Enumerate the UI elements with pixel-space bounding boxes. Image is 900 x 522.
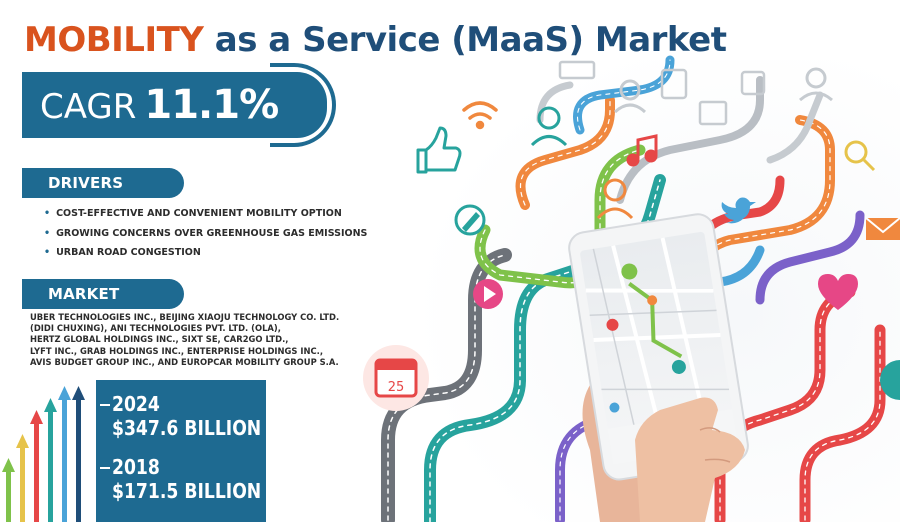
- pencil-icon: [454, 204, 486, 236]
- drivers-header: DRIVERS: [22, 168, 184, 198]
- players-line: UBER TECHNOLOGIES INC., BEIJING XIAOJU T…: [30, 312, 340, 322]
- players-line: AVIS BUDGET GROUP INC., AND EUROPCAR MOB…: [30, 356, 339, 367]
- cagr-text: CAGR 11.1%: [40, 72, 279, 138]
- players-line: HERTZ GLOBAL HOLDINGS INC., SIXT SE, CAR…: [30, 334, 289, 345]
- mail-icon: [865, 217, 900, 240]
- drivers-heading: DRIVERS: [48, 174, 124, 192]
- market-players-heading: MARKET PLAYERS: [48, 285, 124, 333]
- drivers-header-cap: [156, 168, 184, 198]
- thumbs-up-icon: [416, 126, 462, 174]
- stats-panel: 2024 $347.6 BILLION 2018 $171.5 BILLION: [96, 380, 266, 522]
- cagr-ring: [270, 63, 336, 147]
- road-gray-left: [381, 248, 512, 522]
- bullet-icon: •: [44, 247, 51, 258]
- calendar-icon: 25: [363, 345, 429, 411]
- players-line: (DIDI CHUXING), ANI TECHNOLOGIES PVT. LT…: [30, 323, 281, 334]
- drivers-list: • COST-EFFECTIVE AND CONVENIENT MOBILITY …: [44, 204, 367, 263]
- bubble-icon: [880, 360, 900, 400]
- calculator-icon: [558, 60, 766, 126]
- twitter-bird-icon: [721, 197, 756, 224]
- list-item: • COST-EFFECTIVE AND CONVENIENT MOBILITY …: [44, 204, 367, 224]
- bullet-icon: •: [44, 227, 51, 239]
- cagr-banner: [22, 72, 297, 138]
- page-title: MOBILITY as a Service (MaaS) Market: [24, 18, 727, 62]
- user-icon: [613, 67, 833, 114]
- music-note-icon: [626, 134, 658, 167]
- stat-marker: [100, 467, 110, 469]
- stat-value-2024: $347.6 BILLION: [112, 416, 262, 440]
- calendar-day: 25: [388, 380, 405, 395]
- list-item: • URBAN ROAD CONGESTION: [44, 243, 367, 263]
- list-item: • GROWING CONCERNS OVER GREENHOUSE GAS EM…: [44, 224, 367, 244]
- players-line: LYFT INC., GRAB HOLDINGS INC., ENTERPRIS…: [30, 345, 323, 356]
- user-icon: [596, 178, 634, 220]
- growth-arrows-icon: [2, 386, 85, 522]
- title-highlight: MOBILITY: [24, 20, 204, 60]
- bullet-icon: •: [44, 208, 51, 219]
- heart-icon: [818, 274, 858, 310]
- driver-text: URBAN ROAD CONGESTION: [56, 247, 201, 258]
- hand-holding-phone: [568, 213, 749, 522]
- driver-text: COST-EFFECTIVE AND CONVENIENT MOBILITY O…: [56, 208, 342, 219]
- play-icon: [473, 279, 503, 309]
- stat-year-2018: 2018: [112, 455, 160, 479]
- stat-marker: [100, 404, 110, 406]
- stat-value-2018: $171.5 BILLION: [112, 479, 262, 503]
- user-icon: [530, 106, 568, 147]
- stat-year-2024: 2024: [112, 392, 160, 416]
- cagr-label: CAGR: [40, 87, 137, 127]
- driver-text: GROWING CONCERNS OVER GREENHOUSE GAS EMI…: [56, 227, 368, 239]
- cagr-value: 11.1%: [144, 82, 279, 128]
- title-rest: as a Service (MaaS) Market: [214, 20, 727, 60]
- wifi-icon: [462, 101, 498, 130]
- market-players-header: MARKET PLAYERS: [22, 279, 184, 333]
- market-players-header-cap: [156, 279, 184, 309]
- search-icon: [844, 140, 876, 172]
- market-players-text: UBER TECHNOLOGIES INC., BEIJING XIAOJU T…: [30, 312, 375, 368]
- map-pin-icon: [606, 263, 686, 413]
